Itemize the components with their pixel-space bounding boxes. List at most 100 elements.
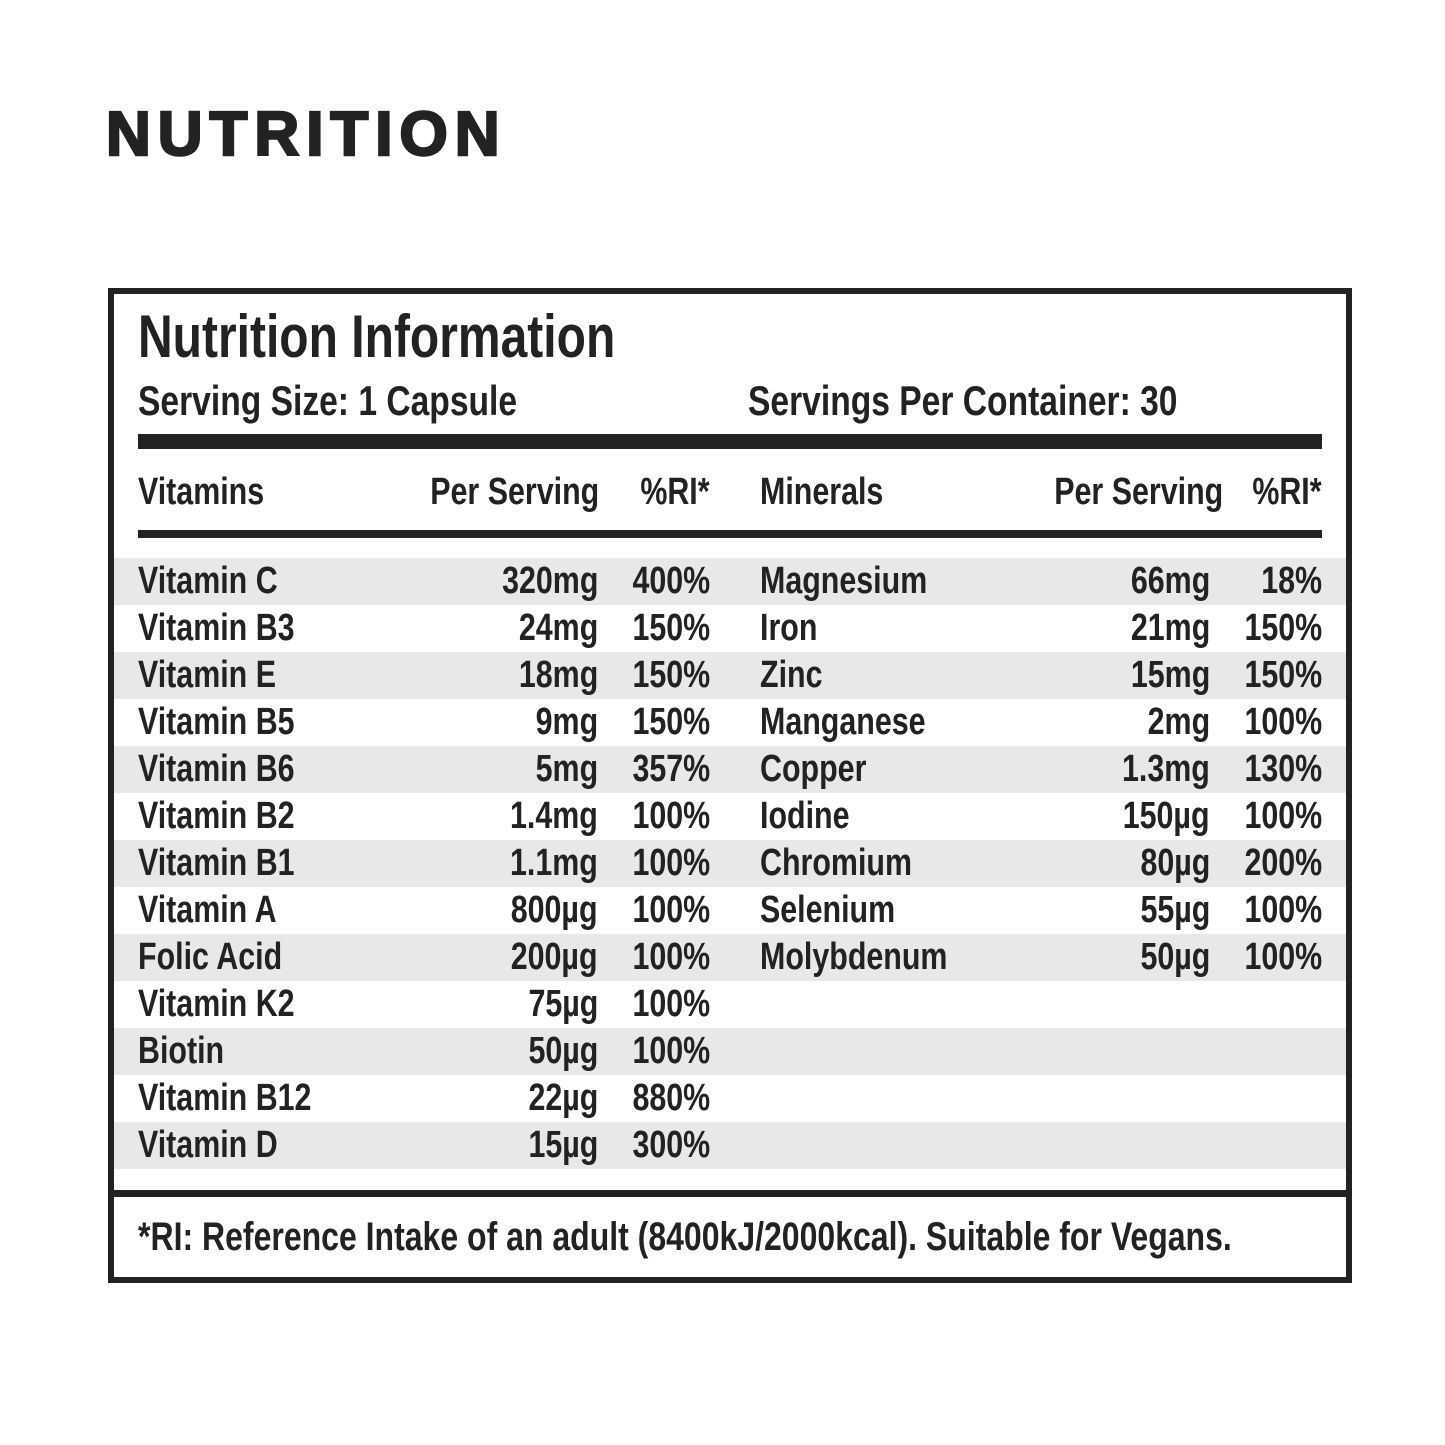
mineral-name-cell: Selenium — [760, 889, 896, 931]
column-gap — [710, 793, 760, 840]
page-title: NUTRITION — [105, 99, 507, 171]
mineral-ri-cell: 100% — [1244, 701, 1322, 743]
mineral-ri-cell: 100% — [1244, 889, 1322, 931]
vitamin-ri-cell: 400% — [632, 560, 710, 602]
vitamins-header: Vitamins — [138, 471, 265, 513]
reference-intake-footnote: *RI: Reference Intake of an adult (8400k… — [138, 1215, 1232, 1259]
vitamin-name-cell: Biotin — [138, 1030, 225, 1072]
vitamin-amount-cell: 800µg — [511, 889, 598, 931]
footer-divider — [114, 1190, 1346, 1197]
minerals-ri-header: %RI* — [1252, 471, 1322, 513]
mineral-name-cell: Iodine — [760, 795, 850, 837]
vitamin-name-cell: Vitamin B6 — [138, 748, 295, 790]
table-row: Vitamin B12 22µg 880% — [114, 1075, 1346, 1122]
table-row: Vitamin A 800µg 100% Selenium 55µg 100% — [114, 887, 1346, 934]
table-row: Vitamin E 18mg 150% Zinc 15mg 150% — [114, 652, 1346, 699]
vitamin-ri-cell: 150% — [632, 701, 710, 743]
mineral-name-cell: Iron — [760, 607, 818, 649]
vitamin-amount-cell: 5mg — [535, 748, 598, 790]
panel-title: Nutrition Information — [138, 303, 616, 370]
mineral-ri-cell: 18% — [1261, 560, 1322, 602]
column-gap — [710, 840, 760, 887]
vitamin-ri-cell: 100% — [632, 936, 710, 978]
vitamin-name-cell: Vitamin A — [138, 889, 277, 931]
mineral-amount-cell — [1012, 981, 1210, 1028]
mineral-amount-cell: 15mg — [1130, 654, 1210, 696]
mineral-name-cell: Chromium — [760, 842, 912, 884]
mineral-name-cell — [760, 1122, 1012, 1169]
table-row: Vitamin D 15µg 300% — [114, 1122, 1346, 1169]
nutrition-table-body: Vitamin C 320mg 400% Magnesium 66mg 18% … — [114, 558, 1346, 1169]
table-row: Vitamin B2 1.4mg 100% Iodine 150µg 100% — [114, 793, 1346, 840]
table-row: Vitamin C 320mg 400% Magnesium 66mg 18% — [114, 558, 1346, 605]
vitamin-ri-cell: 100% — [632, 1030, 710, 1072]
vitamin-amount-cell: 15µg — [528, 1124, 598, 1166]
table-row: Biotin 50µg 100% — [114, 1028, 1346, 1075]
mineral-amount-cell — [1012, 1028, 1210, 1075]
column-gap — [710, 887, 760, 934]
vitamin-name-cell: Vitamin B2 — [138, 795, 295, 837]
mineral-amount-cell — [1012, 1122, 1210, 1169]
mineral-amount-cell: 50µg — [1140, 936, 1210, 978]
mineral-ri-cell — [1210, 981, 1322, 1028]
mineral-ri-cell — [1210, 1075, 1322, 1122]
vitamin-ri-cell: 100% — [632, 889, 710, 931]
vitamin-ri-cell: 300% — [632, 1124, 710, 1166]
vitamin-amount-cell: 9mg — [535, 701, 598, 743]
column-gap — [710, 652, 760, 699]
mineral-ri-cell: 150% — [1244, 607, 1322, 649]
mineral-amount-cell: 2mg — [1147, 701, 1210, 743]
mineral-ri-cell — [1210, 1122, 1322, 1169]
column-gap — [710, 473, 760, 511]
section-divider-bar — [138, 434, 1322, 449]
vitamin-ri-cell: 880% — [632, 1077, 710, 1119]
vitamin-amount-cell: 320mg — [501, 560, 598, 602]
mineral-ri-cell: 150% — [1244, 654, 1322, 696]
serving-size-label: Serving Size: 1 Capsule — [138, 377, 518, 424]
column-gap — [710, 605, 760, 652]
minerals-per-serving-header: Per Serving — [1054, 471, 1224, 513]
vitamin-ri-cell: 100% — [632, 983, 710, 1025]
vitamin-ri-cell: 100% — [632, 842, 710, 884]
vitamin-amount-cell: 1.4mg — [510, 795, 598, 837]
column-gap — [710, 934, 760, 981]
vitamin-amount-cell: 22µg — [528, 1077, 598, 1119]
mineral-name-cell: Copper — [760, 748, 867, 790]
column-gap — [710, 746, 760, 793]
header-underline — [138, 530, 1322, 538]
mineral-amount-cell: 1.3mg — [1122, 748, 1210, 790]
mineral-amount-cell: 80µg — [1140, 842, 1210, 884]
minerals-header: Minerals — [760, 471, 884, 513]
vitamins-ri-header: %RI* — [640, 471, 710, 513]
table-header-row: Vitamins Per Serving %RI* Minerals Per S… — [114, 449, 1346, 530]
serving-line: Serving Size: 1 Capsule Servings Per Con… — [114, 380, 1346, 422]
column-gap — [710, 1075, 760, 1122]
vitamin-amount-cell: 200µg — [511, 936, 598, 978]
column-gap — [710, 699, 760, 746]
vitamin-ri-cell: 100% — [632, 795, 710, 837]
mineral-name-cell: Molybdenum — [760, 936, 948, 978]
nutrition-panel: Nutrition Information Serving Size: 1 Ca… — [108, 288, 1352, 1283]
vitamin-name-cell: Vitamin B12 — [138, 1077, 312, 1119]
vitamin-name-cell: Vitamin C — [138, 560, 278, 602]
vitamin-ri-cell: 357% — [632, 748, 710, 790]
vitamins-per-serving-header: Per Serving — [430, 471, 600, 513]
table-row: Vitamin K2 75µg 100% — [114, 981, 1346, 1028]
vitamin-name-cell: Vitamin K2 — [138, 983, 295, 1025]
vitamin-ri-cell: 150% — [632, 607, 710, 649]
vitamin-name-cell: Vitamin E — [138, 654, 276, 696]
vitamin-ri-cell: 150% — [632, 654, 710, 696]
column-gap — [710, 981, 760, 1028]
table-row: Vitamin B6 5mg 357% Copper 1.3mg 130% — [114, 746, 1346, 793]
vitamin-name-cell: Vitamin D — [138, 1124, 278, 1166]
vitamin-name-cell: Vitamin B5 — [138, 701, 295, 743]
mineral-name-cell: Magnesium — [760, 560, 928, 602]
mineral-ri-cell: 130% — [1244, 748, 1322, 790]
vitamin-amount-cell: 18mg — [518, 654, 598, 696]
vitamin-name-cell: Vitamin B1 — [138, 842, 295, 884]
servings-per-container-label: Servings Per Container: 30 — [748, 377, 1178, 424]
table-row: Folic Acid 200µg 100% Molybdenum 50µg 10… — [114, 934, 1346, 981]
table-row: Vitamin B5 9mg 150% Manganese 2mg 100% — [114, 699, 1346, 746]
footnote-area: *RI: Reference Intake of an adult (8400k… — [114, 1197, 1346, 1277]
vitamin-amount-cell: 50µg — [528, 1030, 598, 1072]
